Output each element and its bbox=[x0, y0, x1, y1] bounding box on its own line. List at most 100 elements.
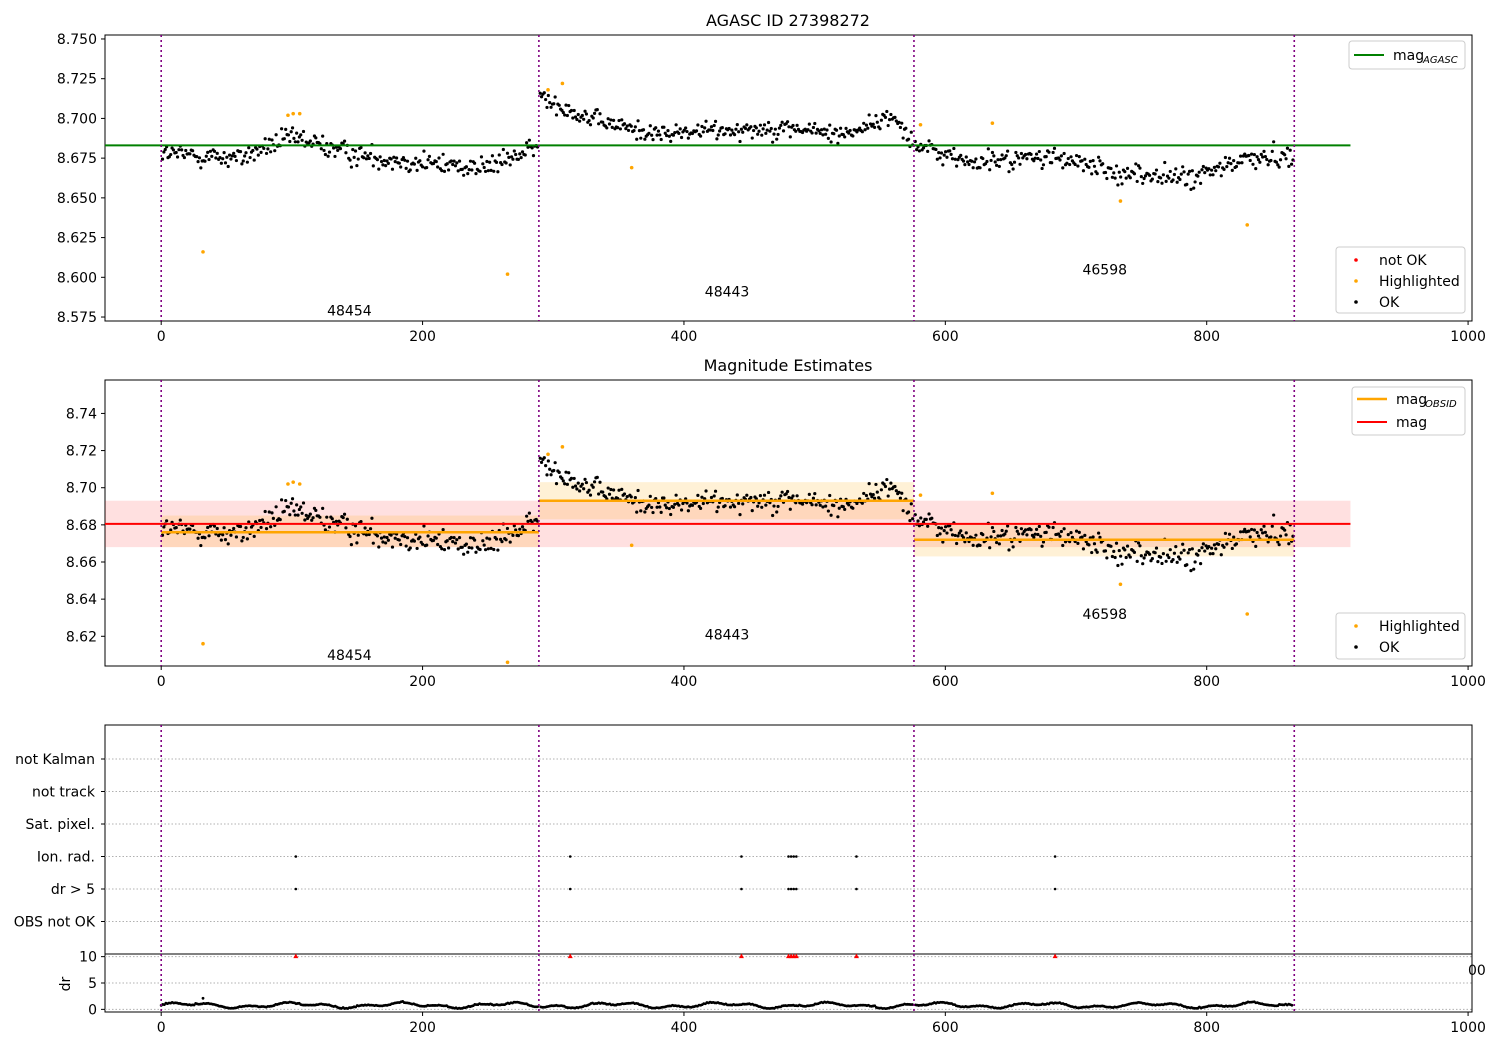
top-ok-point bbox=[1250, 152, 1254, 156]
top-ok-point bbox=[474, 172, 478, 176]
top-ok-point bbox=[1189, 187, 1193, 191]
middle-ok-point bbox=[1015, 529, 1019, 533]
middle-ok-point bbox=[930, 516, 934, 520]
top-ok-point bbox=[371, 164, 375, 168]
middle-highlighted-point bbox=[546, 452, 550, 457]
middle-ok-point bbox=[897, 490, 901, 494]
middle-ok-point bbox=[611, 488, 616, 492]
middle-ok-point bbox=[348, 534, 352, 539]
top-highlighted-point bbox=[291, 111, 295, 116]
middle-ok-point bbox=[310, 518, 314, 522]
middle-ok-point bbox=[1141, 562, 1145, 566]
top-ok-point bbox=[496, 170, 500, 174]
top-ok-point bbox=[701, 130, 705, 134]
top-ok-point bbox=[1270, 149, 1274, 153]
middle-ok-point bbox=[1203, 549, 1207, 553]
middle-ok-point bbox=[1207, 544, 1211, 549]
middle-ok-point bbox=[426, 534, 430, 538]
middle-ok-point bbox=[304, 513, 308, 517]
top-ok-point bbox=[1096, 155, 1101, 159]
top-ok-point bbox=[606, 117, 610, 121]
middle-ok-point bbox=[260, 518, 265, 522]
top-ok-point bbox=[314, 136, 318, 140]
top-ok-point bbox=[578, 119, 582, 123]
middle-ok-point bbox=[385, 535, 389, 540]
middle-ok-point bbox=[974, 533, 978, 537]
top-ok-point bbox=[1119, 175, 1123, 179]
middle-ok-point bbox=[384, 541, 388, 545]
middle-ok-point bbox=[1185, 563, 1189, 567]
top-xtick-label: 200 bbox=[409, 329, 436, 345]
top-ok-point bbox=[497, 153, 501, 157]
middle-ok-point bbox=[377, 545, 381, 549]
dr-high-marker bbox=[853, 953, 859, 959]
top-ok-point bbox=[758, 123, 763, 127]
top-ok-point bbox=[234, 158, 239, 163]
middle-ok-point bbox=[1047, 525, 1051, 529]
middle-ok-point bbox=[219, 538, 223, 542]
top-ok-point bbox=[1196, 174, 1200, 178]
middle-ok-point bbox=[669, 512, 673, 517]
middle-ok-point bbox=[1259, 528, 1263, 532]
middle-ok-point bbox=[267, 510, 271, 514]
middle-ok-point bbox=[1123, 548, 1127, 552]
top-ok-point bbox=[1141, 181, 1145, 186]
top-ok-point bbox=[636, 119, 640, 123]
top-ok-point bbox=[771, 140, 775, 144]
top-ok-point bbox=[264, 151, 269, 156]
top-ok-point bbox=[844, 126, 848, 130]
top-ok-point bbox=[241, 159, 245, 163]
middle-ok-point bbox=[655, 505, 659, 509]
top-ok-point bbox=[629, 124, 633, 128]
top-ok-point bbox=[592, 111, 597, 115]
top-ok-point bbox=[966, 160, 970, 164]
middle-ok-point bbox=[1066, 533, 1070, 537]
middle-ok-point bbox=[1181, 542, 1185, 546]
top-ok-point bbox=[390, 167, 395, 171]
middle-highlighted-point bbox=[629, 543, 634, 548]
top-ok-point bbox=[1263, 154, 1267, 159]
top-xtick-label: 1000 bbox=[1450, 329, 1486, 345]
top-ok-point bbox=[1004, 154, 1008, 158]
middle-ok-point bbox=[909, 502, 913, 506]
middle-ok-point bbox=[758, 494, 763, 498]
middle-ok-point bbox=[648, 494, 652, 498]
middle-ok-point bbox=[404, 544, 408, 548]
top-ok-point bbox=[1154, 168, 1159, 172]
middle-legend-label: OK bbox=[1379, 640, 1400, 656]
top-ok-point bbox=[632, 128, 636, 133]
flag-event-marker bbox=[792, 855, 796, 858]
top-ok-point bbox=[163, 147, 167, 152]
middle-ok-point bbox=[813, 492, 817, 496]
top-ok-point bbox=[1175, 180, 1179, 184]
middle-ok-point bbox=[303, 518, 307, 522]
top-ok-point bbox=[1039, 158, 1043, 162]
top-ok-point bbox=[197, 156, 202, 160]
middle-ok-point bbox=[1208, 552, 1212, 556]
top-ok-point bbox=[921, 146, 926, 150]
middle-ok-point bbox=[548, 467, 552, 471]
middle-ok-point bbox=[997, 542, 1001, 546]
top-ok-point bbox=[576, 112, 580, 117]
top-ok-point bbox=[810, 131, 814, 135]
dr-ytick-label: 10 bbox=[79, 950, 97, 966]
top-ok-point bbox=[927, 139, 931, 143]
middle-ok-point bbox=[286, 505, 291, 509]
middle-ok-point bbox=[162, 525, 166, 529]
middle-ok-point bbox=[625, 495, 629, 499]
top-ok-point bbox=[1135, 179, 1139, 184]
top-ok-point bbox=[1265, 157, 1269, 162]
middle-ok-point bbox=[247, 520, 251, 524]
middle-ok-point bbox=[961, 536, 966, 540]
top-ok-point bbox=[718, 129, 722, 133]
middle-ok-point bbox=[483, 548, 488, 552]
dr-high-marker bbox=[793, 953, 799, 959]
top-ok-point bbox=[1058, 158, 1062, 162]
middle-ok-point bbox=[314, 508, 318, 512]
middle-ok-point bbox=[518, 527, 522, 531]
middle-ok-point bbox=[1278, 534, 1283, 538]
top-ok-point bbox=[1156, 180, 1160, 184]
middle-ok-point bbox=[1003, 532, 1007, 536]
top-ok-point bbox=[1109, 166, 1113, 171]
top-ok-point bbox=[618, 127, 622, 131]
